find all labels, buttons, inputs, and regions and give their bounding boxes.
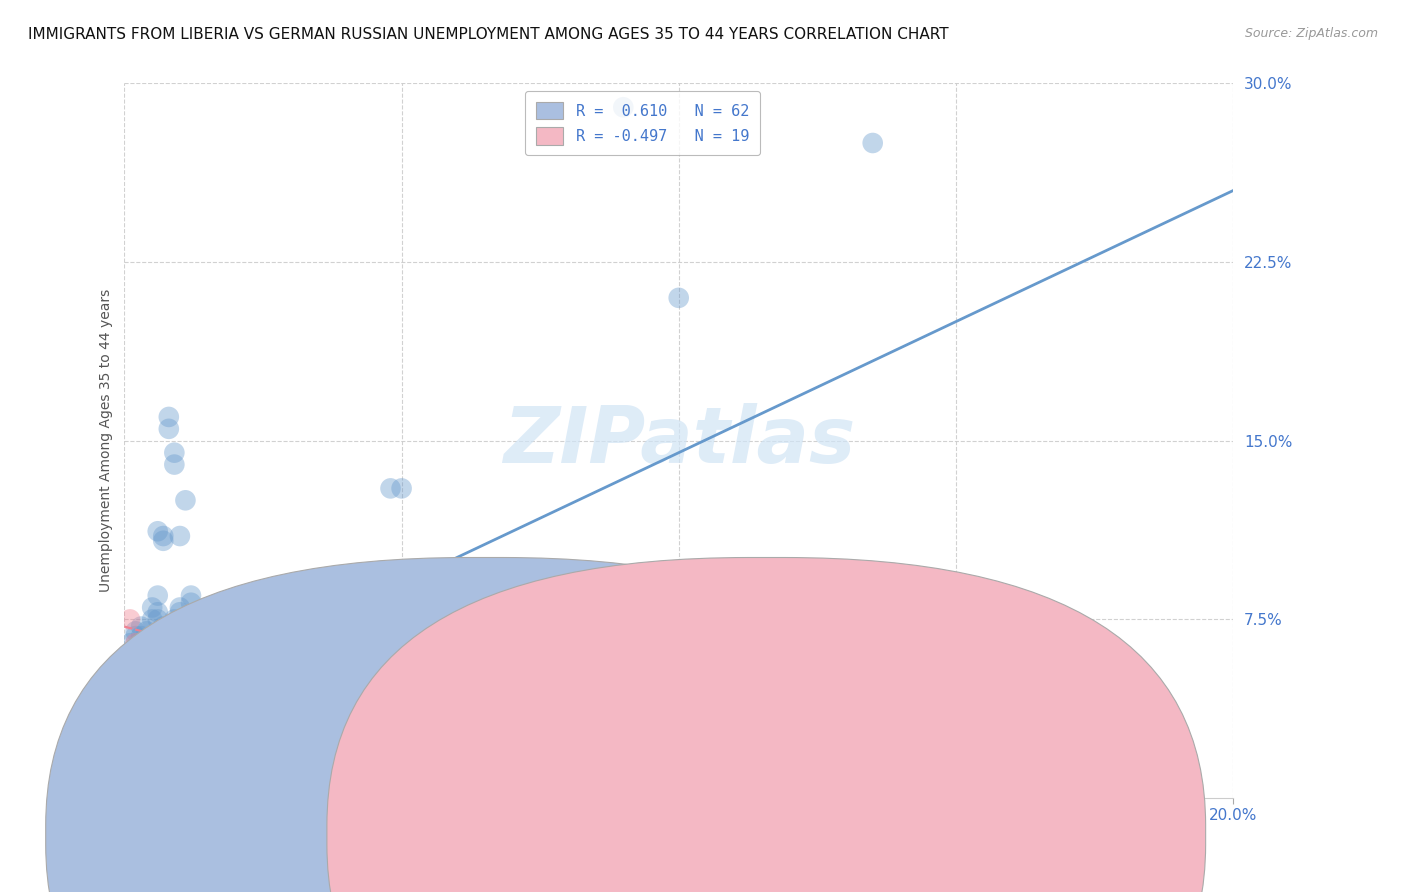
Point [135,624,157,639]
Point [135,648,157,662]
Point [141,648,163,662]
Text: Source: ZipAtlas.com: Source: ZipAtlas.com [1244,27,1378,40]
Point [197,612,219,626]
Point [391,600,413,615]
Point [612,100,634,114]
Point [235,643,257,657]
Point [152,624,174,639]
Point [141,600,163,615]
Point [146,672,169,686]
Point [152,533,174,548]
Point [146,589,169,603]
Point [152,619,174,633]
Text: ZIPatlas: ZIPatlas [502,403,855,479]
Point [157,422,180,436]
Point [124,629,146,643]
Point [335,707,357,722]
Point [157,648,180,662]
Point [269,612,291,626]
Point [169,605,191,619]
Point [240,629,263,643]
Point [152,529,174,543]
Point [141,643,163,657]
Point [169,672,191,686]
Point [208,636,231,650]
Point [163,660,186,674]
Point [141,636,163,650]
Point [146,524,169,539]
Point [212,612,235,626]
Point [135,672,157,686]
Point [180,612,202,626]
Point [169,529,191,543]
Point [224,624,246,639]
Point [197,629,219,643]
Point [157,409,180,424]
Text: German Russians: German Russians [793,828,914,842]
Point [146,684,169,698]
Point [163,612,186,626]
Point [124,636,146,650]
Point [163,445,186,459]
Point [152,629,174,643]
Point [186,672,208,686]
Point [174,493,197,508]
Point [218,629,240,643]
Point [263,624,285,639]
Point [252,624,274,639]
Point [180,596,202,610]
Point [141,612,163,626]
Point [129,629,152,643]
Point [202,636,225,650]
Point [129,696,152,710]
Point [668,291,690,305]
Point [723,600,745,615]
Point [391,482,413,496]
Y-axis label: Unemployment Among Ages 35 to 44 years: Unemployment Among Ages 35 to 44 years [100,289,114,592]
Point [152,636,174,650]
Point [229,624,252,639]
Point [129,643,152,657]
Point [218,624,240,639]
Point [146,612,169,626]
Point [124,648,146,662]
Point [146,660,169,674]
Point [862,136,884,150]
Point [146,605,169,619]
Point [191,629,214,643]
Point [252,696,274,710]
Text: Immigrants from Liberia: Immigrants from Liberia [512,828,681,842]
Point [180,589,202,603]
Point [474,636,496,650]
Point [129,648,152,662]
Point [118,636,141,650]
Point [252,636,274,650]
Point [186,660,208,674]
Point [380,482,402,496]
Legend: R =  0.610   N = 62, R = -0.497   N = 19: R = 0.610 N = 62, R = -0.497 N = 19 [526,91,759,155]
Point [118,612,141,626]
Point [129,619,152,633]
Point [141,629,163,643]
Point [446,612,468,626]
Point [163,458,186,472]
Point [197,767,219,781]
Point [135,636,157,650]
Point [124,624,146,639]
Point [135,696,157,710]
Point [169,600,191,615]
Text: IMMIGRANTS FROM LIBERIA VS GERMAN RUSSIAN UNEMPLOYMENT AMONG AGES 35 TO 44 YEARS: IMMIGRANTS FROM LIBERIA VS GERMAN RUSSIA… [28,27,949,42]
Point [186,624,208,639]
